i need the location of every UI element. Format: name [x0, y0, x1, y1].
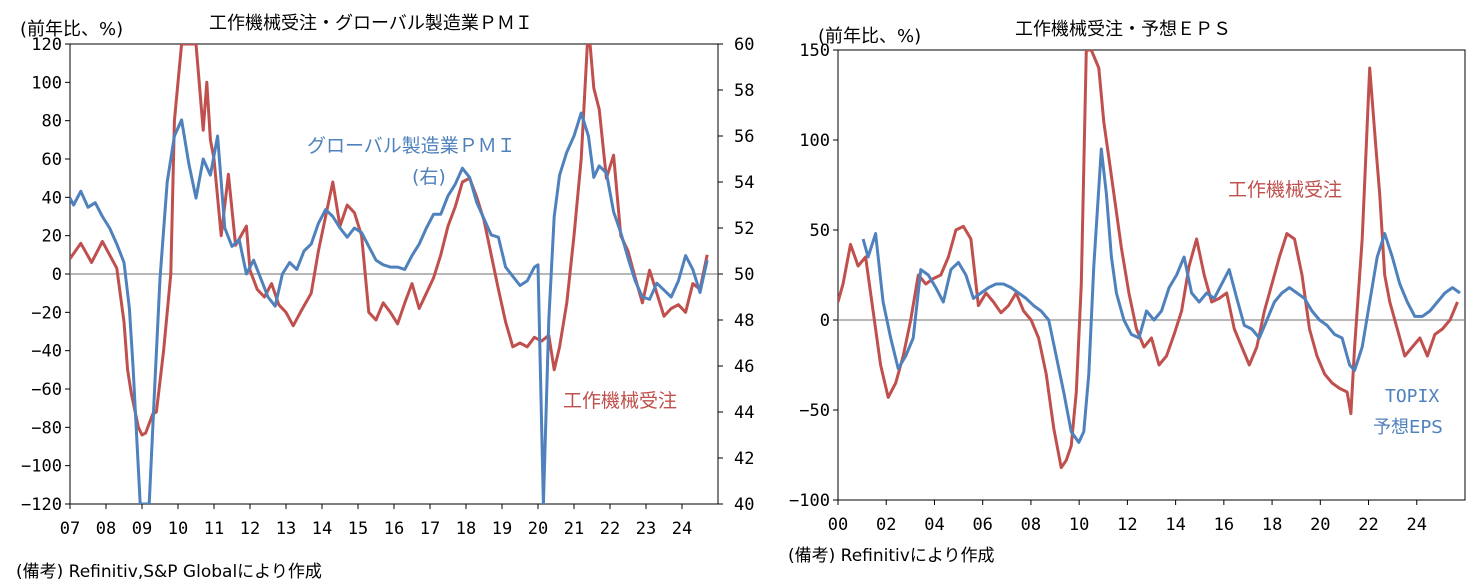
y-tick-label: −50	[799, 401, 830, 421]
x-tick-label: 02	[876, 515, 896, 535]
y-tick-label: −40	[31, 342, 62, 362]
y-tick-label: −100	[21, 457, 62, 477]
series-line-0	[70, 44, 709, 437]
x-tick-label: 06	[972, 515, 992, 535]
x-tick-label: 12	[1117, 515, 1137, 535]
y-tick-label: 0	[52, 265, 62, 285]
y2-tick-label: 60	[734, 35, 754, 55]
y2-tick-label: 44	[734, 403, 754, 423]
series-line-1	[861, 147, 1461, 444]
y2-tick-label: 58	[734, 81, 754, 101]
y2-tick-label: 42	[734, 449, 754, 469]
x-tick-label: 00	[828, 515, 848, 535]
x-tick-label: 08	[1021, 515, 1041, 535]
right-source-note: (備考) Refinitivにより作成	[788, 546, 995, 566]
x-tick-label: 19	[492, 519, 512, 539]
x-tick-label: 13	[276, 519, 296, 539]
eps-annotation: 予想EPS	[1373, 417, 1443, 438]
x-tick-label: 20	[1310, 515, 1330, 535]
y-tick-label: 150	[799, 41, 830, 61]
x-tick-label: 14	[1165, 515, 1185, 535]
left-chart-title: 工作機械受注・グローバル製造業ＰＭＩ	[209, 13, 533, 34]
x-tick-label: 10	[1069, 515, 1089, 535]
y2-tick-label: 40	[734, 495, 754, 515]
x-tick-label: 10	[168, 519, 188, 539]
left-x-axis: 07 08 09 10 11 12 13 14 15 16 17 18 19 20 21 22 23 24	[60, 504, 692, 539]
left-y-axis: 120 100 80 60 40 20 0 −20 −40 −60 −80 −100 −120	[21, 35, 70, 515]
x-tick-label: 16	[1214, 515, 1234, 535]
y-tick-label: 100	[31, 73, 62, 93]
right-series-lines	[838, 50, 1461, 470]
topix-annotation: TOPIX	[1385, 386, 1439, 407]
x-tick-label: 20	[528, 519, 548, 539]
x-tick-label: 07	[60, 519, 80, 539]
x-tick-label: 17	[420, 519, 440, 539]
x-tick-label: 08	[96, 519, 116, 539]
x-tick-label: 23	[636, 519, 656, 539]
right-y-axis: 150 100 50 0 −50 −100	[789, 41, 838, 511]
x-tick-label: 24	[1407, 515, 1427, 535]
y2-tick-label: 50	[734, 265, 754, 285]
y-tick-label: −100	[789, 491, 830, 511]
y-tick-label: 80	[42, 112, 62, 132]
left-y2-axis: 60 58 56 54 52 50 48 46 44 42 40	[718, 35, 754, 515]
left-orders-annotation: 工作機械受注	[563, 390, 677, 412]
left-source-note: (備考) Refinitiv,S&P Globalにより作成	[16, 562, 322, 582]
y-tick-label: 100	[799, 131, 830, 151]
x-tick-label: 11	[204, 519, 224, 539]
x-tick-label: 22	[600, 519, 620, 539]
y2-tick-label: 52	[734, 219, 754, 239]
x-tick-label: 18	[456, 519, 476, 539]
x-tick-label: 04	[924, 515, 944, 535]
y-tick-label: 0	[820, 311, 830, 331]
right-plot-frame	[837, 49, 1466, 501]
x-tick-label: 12	[240, 519, 260, 539]
left-unit-label: (前年比、%)	[20, 19, 123, 40]
y-tick-label: 120	[31, 35, 62, 55]
right-chart-title: 工作機械受注・予想ＥＰＳ	[1015, 19, 1231, 40]
x-tick-label: 16	[384, 519, 404, 539]
y-tick-label: −20	[31, 303, 62, 323]
x-tick-label: 18	[1262, 515, 1282, 535]
y-tick-label: −120	[21, 495, 62, 515]
right-chart: 工作機械受注・予想ＥＰＳ (前年比、%) 150 100 50 0 −50 −100 00…	[788, 19, 1466, 566]
x-tick-label: 22	[1358, 515, 1378, 535]
pmi-annotation: グローバル製造業ＰＭＩ	[307, 135, 516, 157]
x-tick-label: 09	[132, 519, 152, 539]
y2-tick-label: 46	[734, 357, 754, 377]
right-x-axis: 00 02 04 06 08 10 12 14 16 18 20 22 24	[828, 500, 1427, 535]
x-tick-label: 21	[564, 519, 584, 539]
series-line-1	[70, 111, 709, 504]
y-tick-label: 60	[42, 150, 62, 170]
left-series-lines	[70, 44, 709, 504]
right-unit-label: (前年比、%)	[818, 26, 921, 47]
y-tick-label: 40	[42, 188, 62, 208]
y2-tick-label: 56	[734, 127, 754, 147]
y-tick-label: −60	[31, 380, 62, 400]
y2-tick-label: 48	[734, 311, 754, 331]
x-tick-label: 14	[312, 519, 332, 539]
x-tick-label: 15	[348, 519, 368, 539]
y-tick-label: 20	[42, 227, 62, 247]
left-chart: 工作機械受注・グローバル製造業ＰＭＩ (前年比、%) 1201008060402…	[16, 13, 754, 582]
y-tick-label: 50	[810, 221, 830, 241]
y-tick-label: −80	[31, 418, 62, 438]
right-orders-annotation: 工作機械受注	[1228, 179, 1342, 201]
y2-tick-label: 54	[734, 173, 754, 193]
x-tick-label: 24	[672, 519, 692, 539]
series-line-0	[838, 50, 1459, 470]
pmi-right-axis-annotation: (右)	[412, 166, 446, 188]
